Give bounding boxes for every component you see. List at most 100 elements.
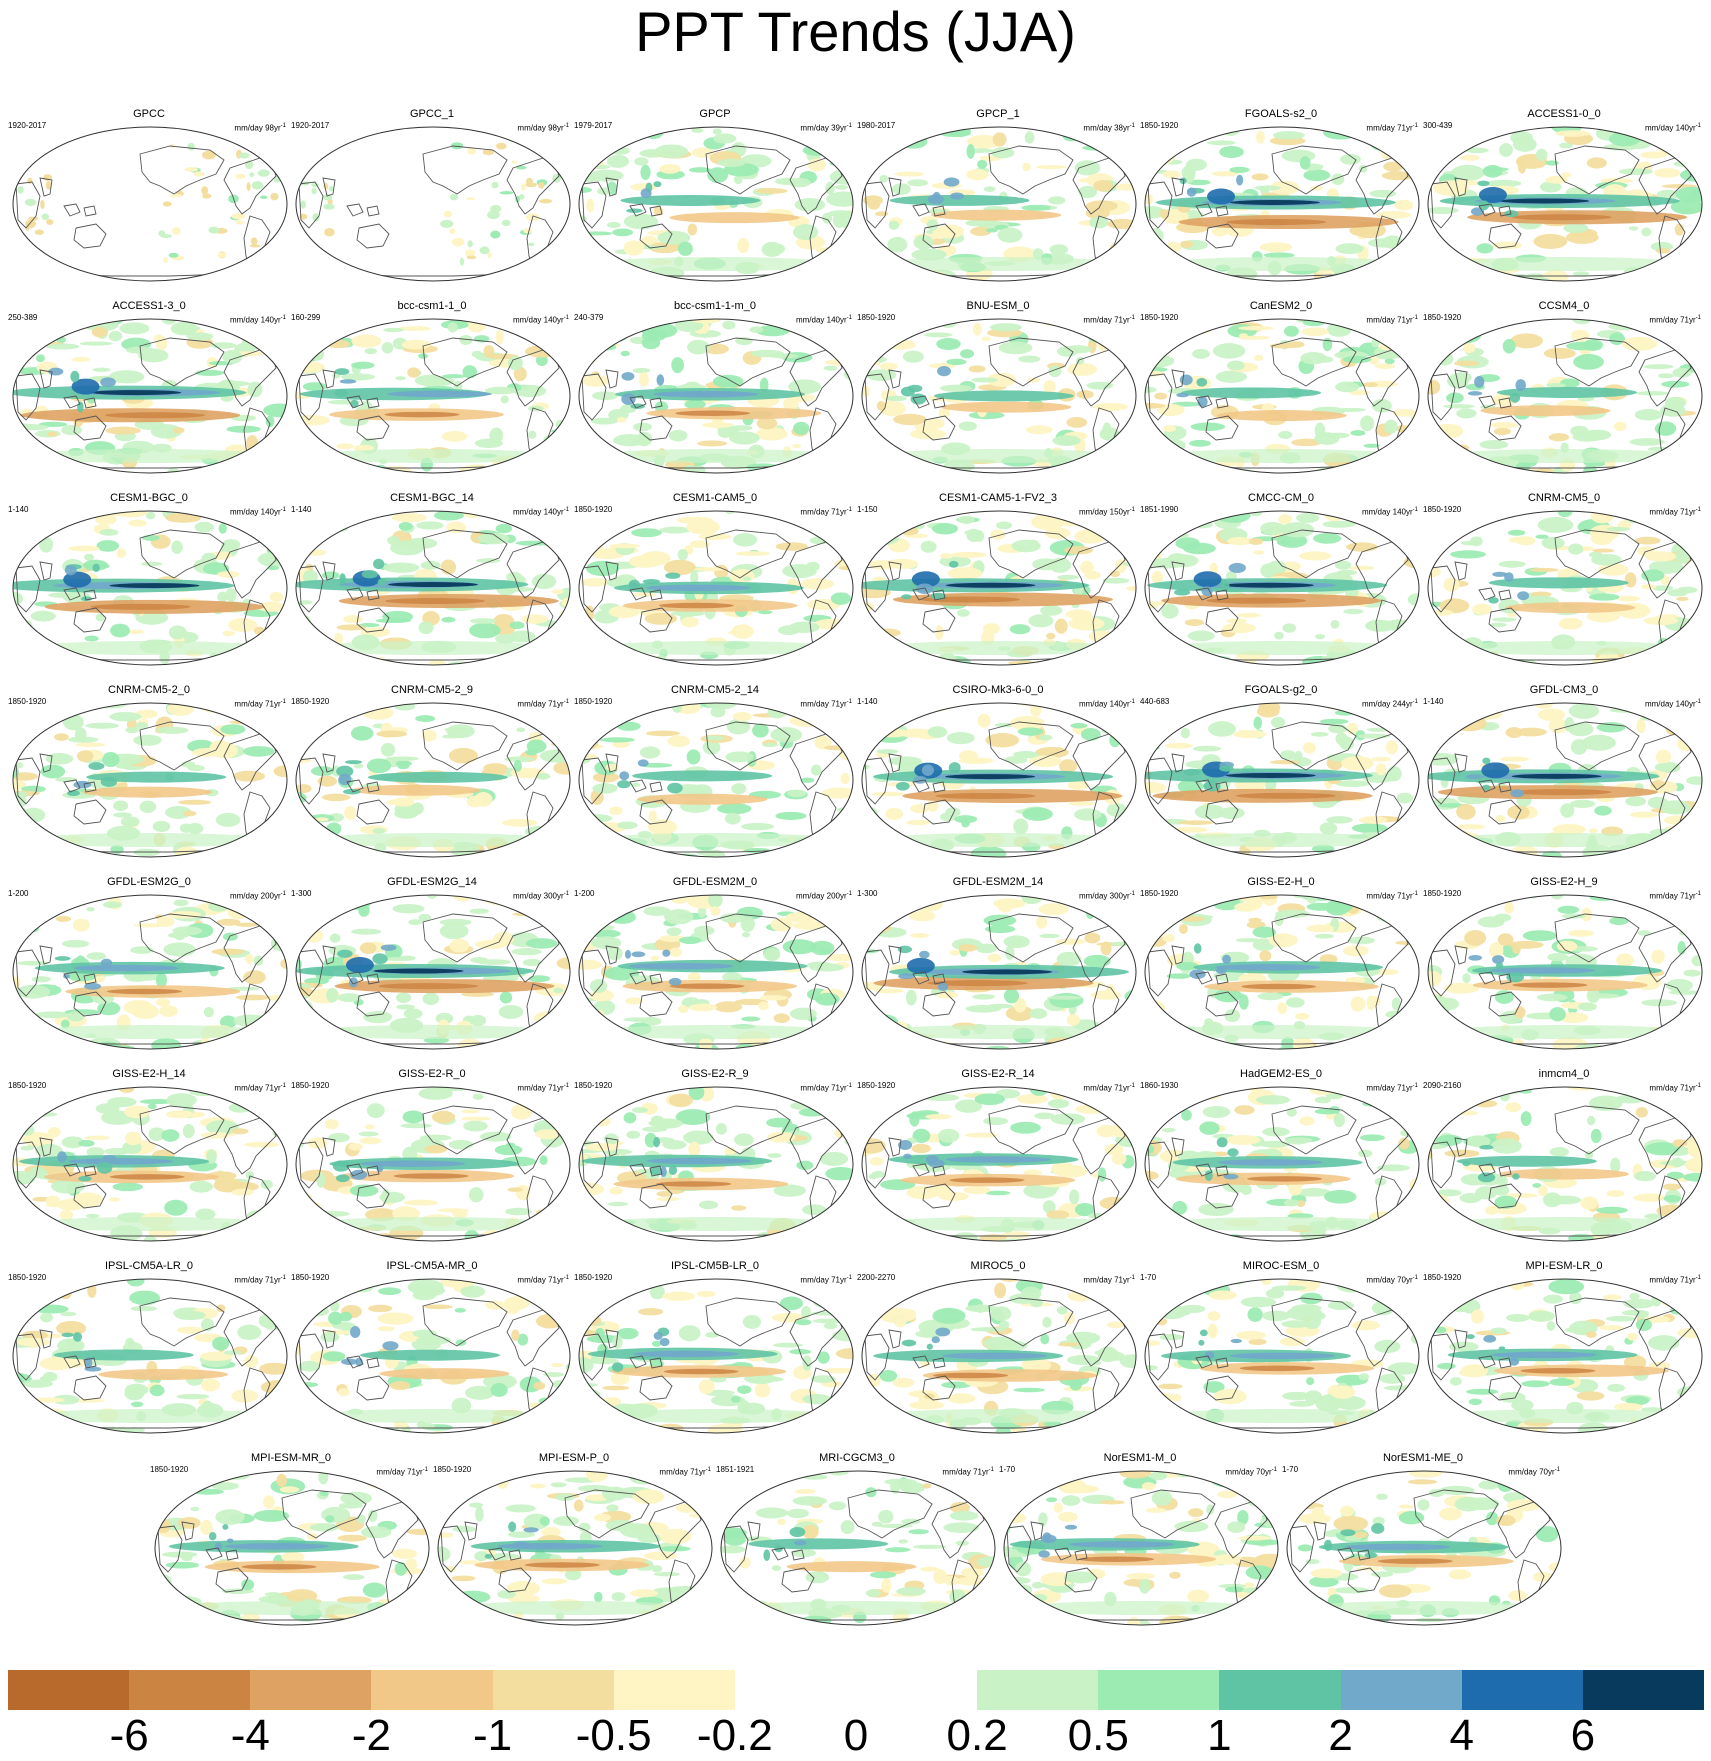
world-map — [1144, 318, 1420, 474]
panel-units-exponent: -1 — [1695, 315, 1701, 321]
colorbar-tick-label: 6 — [1570, 1711, 1596, 1760]
panel-units-exponent: -1 — [846, 1275, 852, 1281]
panel-units-text: mm/day 70yr — [1225, 1467, 1272, 1477]
panel-units-exponent: -1 — [988, 1467, 994, 1473]
panel-units: mm/day 71yr-1 — [1649, 505, 1701, 518]
colorbar-box — [856, 1670, 978, 1710]
panel-title: GISS-E2-H_9 — [1530, 876, 1598, 888]
colorbar-box — [1582, 1670, 1705, 1710]
panel-title: CESM1-BGC_14 — [390, 492, 474, 504]
world-map — [12, 318, 288, 474]
panel-period: 2200-2270 — [857, 1273, 896, 1282]
panel-title: GPCC — [133, 108, 165, 120]
panel-title: NorESM1-M_0 — [1103, 1452, 1177, 1464]
panel-title: CNRM-CM5-2_14 — [670, 684, 760, 696]
map-panel: GISS-E2-H_0 1850-1920 mm/day 71yr-1 — [1140, 876, 1422, 1054]
panel-units: mm/day 98yr-1 — [517, 121, 569, 134]
panel-units: mm/day 38yr-1 — [1083, 121, 1135, 134]
panel-units: mm/day 244yr-1 — [1362, 697, 1418, 710]
panel-units-text: mm/day 71yr — [942, 1467, 989, 1477]
panel-period: 1920-2017 — [8, 121, 47, 130]
world-map — [861, 894, 1137, 1050]
world-map — [578, 702, 854, 858]
map-panel: IPSL-CM5A-LR_0 1850-1920 mm/day 71yr-1 — [8, 1260, 290, 1438]
panel-title: MIROC-ESM_0 — [1242, 1260, 1320, 1272]
panel-units: mm/day 150yr-1 — [1079, 505, 1135, 518]
map-panel: NorESM1-M_0 1-70 mm/day 70yr-1 — [999, 1452, 1281, 1630]
panel-units-exponent: -1 — [563, 123, 569, 129]
panel-units-text: mm/day 140yr — [1078, 699, 1130, 709]
map-panel: MIROC5_0 2200-2270 mm/day 71yr-1 — [857, 1260, 1139, 1438]
panel-title: MPI-ESM-P_0 — [538, 1452, 610, 1464]
panel-units-exponent: -1 — [1271, 1467, 1277, 1473]
panel-units: mm/day 140yr-1 — [1645, 121, 1701, 134]
world-map — [295, 126, 571, 282]
panel-units-exponent: -1 — [846, 315, 852, 321]
panel-units: mm/day 71yr-1 — [1083, 313, 1135, 326]
map-panel: CanESM2_0 1850-1920 mm/day 71yr-1 — [1140, 300, 1422, 478]
map-panel: GPCC_1 1920-2017 mm/day 98yr-1 — [291, 108, 573, 286]
colorbar-box — [734, 1670, 857, 1710]
panel-units-exponent: -1 — [705, 1467, 711, 1473]
panel-units: mm/day 140yr-1 — [1645, 697, 1701, 710]
panel-units-exponent: -1 — [1412, 1275, 1418, 1281]
panel-title: FGOALS-s2_0 — [1244, 108, 1318, 120]
colorbar-tick-label: -1 — [473, 1711, 513, 1760]
world-map — [295, 894, 571, 1050]
panel-units-exponent: -1 — [846, 1083, 852, 1089]
panel-units: mm/day 71yr-1 — [234, 1273, 286, 1286]
map-panel: FGOALS-s2_0 1850-1920 mm/day 71yr-1 — [1140, 108, 1422, 286]
panel-units-exponent: -1 — [280, 507, 286, 513]
map-panel: CESM1-BGC_14 1-140 mm/day 140yr-1 — [291, 492, 573, 670]
colorbar-tick-label: -0.5 — [575, 1711, 652, 1760]
panel-title: BNU-ESM_0 — [966, 300, 1030, 312]
panel-units: mm/day 140yr-1 — [230, 505, 286, 518]
world-map — [12, 510, 288, 666]
panel-units: mm/day 70yr-1 — [1508, 1465, 1560, 1478]
panel-period: 1979-2017 — [574, 121, 613, 130]
panel-units-exponent: -1 — [280, 1083, 286, 1089]
panel-units: mm/day 71yr-1 — [1366, 121, 1418, 134]
world-map — [861, 1278, 1137, 1434]
colorbar-box — [371, 1670, 494, 1710]
panel-units-exponent: -1 — [846, 699, 852, 705]
world-map — [1144, 510, 1420, 666]
panel-units-text: mm/day 150yr — [1078, 507, 1130, 517]
panel-period: 1850-1920 — [291, 1273, 330, 1282]
map-panel: IPSL-CM5A-MR_0 1850-1920 mm/day 71yr-1 — [291, 1260, 573, 1438]
world-map — [437, 1470, 713, 1626]
world-map — [1427, 894, 1703, 1050]
panel-units: mm/day 200yr-1 — [230, 889, 286, 902]
panel-units: mm/day 71yr-1 — [1649, 1273, 1701, 1286]
panel-period: 1850-1920 — [1140, 889, 1179, 898]
panel-units: mm/day 71yr-1 — [800, 505, 852, 518]
panel-title: CNRM-CM5-2_0 — [108, 684, 190, 696]
panel-units-text: mm/day 71yr — [800, 699, 847, 709]
world-map — [295, 702, 571, 858]
world-map — [295, 318, 571, 474]
panel-period: 1-150 — [857, 505, 878, 514]
panel-units-exponent: -1 — [846, 123, 852, 129]
colorbar-box — [492, 1670, 615, 1710]
world-map — [1144, 1278, 1420, 1434]
world-map — [578, 510, 854, 666]
panel-period: 1-140 — [1423, 697, 1444, 706]
panel-units-text: mm/day 71yr — [1366, 123, 1413, 133]
world-map — [1003, 1470, 1279, 1626]
panel-period: 1850-1920 — [291, 697, 330, 706]
panel-period: 160-299 — [291, 313, 321, 322]
panel-title: FGOALS-g2_0 — [1244, 684, 1318, 696]
panel-title: IPSL-CM5A-MR_0 — [386, 1260, 478, 1272]
panel-units: mm/day 140yr-1 — [513, 505, 569, 518]
panel-units: mm/day 71yr-1 — [234, 697, 286, 710]
panel-units-exponent: -1 — [1695, 699, 1701, 705]
panel-title: CESM1-CAM5-1-FV2_3 — [939, 492, 1057, 504]
map-panel: NorESM1-ME_0 1-70 mm/day 70yr-1 — [1282, 1452, 1564, 1630]
panel-period: 1850-1920 — [433, 1465, 472, 1474]
panel-units-exponent: -1 — [280, 123, 286, 129]
world-map — [12, 126, 288, 282]
world-map — [578, 1278, 854, 1434]
map-panel: FGOALS-g2_0 440-683 mm/day 244yr-1 — [1140, 684, 1422, 862]
figure-title: PPT Trends (JJA) — [635, 0, 1076, 63]
panel-units-exponent: -1 — [563, 1083, 569, 1089]
